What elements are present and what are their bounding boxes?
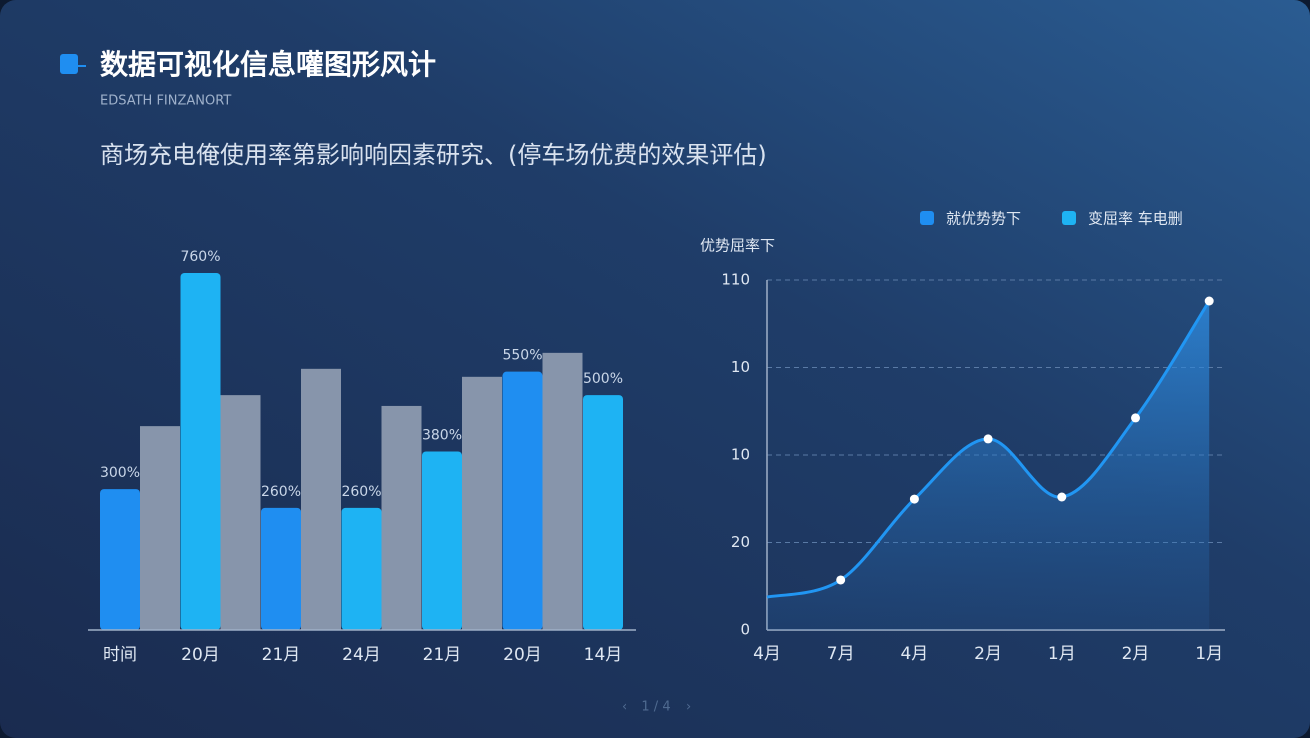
bar bbox=[341, 507, 382, 630]
x-tick-label: 24月 bbox=[342, 645, 381, 665]
legend-swatch bbox=[920, 211, 934, 225]
area bbox=[767, 301, 1210, 630]
bar-value-label: 300% bbox=[100, 465, 140, 481]
x-tick-label: 14月 bbox=[584, 645, 623, 665]
x-tick-label: 7月 bbox=[827, 644, 855, 664]
x-tick-label: 2月 bbox=[1122, 644, 1150, 664]
pager-next[interactable]: › bbox=[686, 700, 691, 715]
bar-value-label: 260% bbox=[341, 484, 381, 500]
bar bbox=[462, 376, 502, 630]
point bbox=[909, 494, 919, 504]
bar-value-label: 760% bbox=[180, 249, 220, 265]
bar bbox=[542, 352, 583, 630]
bar-value-label: 550% bbox=[502, 348, 542, 364]
subtitle: EDSATH FINZANORT bbox=[100, 94, 231, 109]
x-tick-label: 4月 bbox=[753, 644, 781, 664]
point bbox=[836, 575, 846, 585]
x-tick-label: 4月 bbox=[900, 644, 928, 664]
pager: 1 / 4 bbox=[641, 700, 670, 715]
legend-label: 变屈率 车电删 bbox=[1088, 210, 1183, 228]
pager-prev[interactable]: ‹ bbox=[622, 700, 627, 715]
y-tick-label: 20 bbox=[731, 533, 750, 551]
bar bbox=[180, 273, 221, 630]
bar bbox=[583, 395, 623, 630]
bar-value-label: 380% bbox=[422, 428, 462, 444]
y-tick-label: 0 bbox=[740, 621, 750, 639]
bar bbox=[502, 371, 543, 630]
x-tick-label: 20月 bbox=[503, 645, 542, 665]
y-axis-label: 优势屈率下 bbox=[700, 237, 775, 255]
title-icon bbox=[60, 54, 78, 74]
x-tick-label: 21月 bbox=[423, 645, 462, 665]
x-tick-label: 21月 bbox=[262, 645, 301, 665]
bar bbox=[422, 451, 462, 630]
legend-swatch bbox=[1062, 211, 1076, 225]
x-tick-label: 2月 bbox=[974, 644, 1002, 664]
x-tick-label: 20月 bbox=[181, 645, 220, 665]
point bbox=[1204, 296, 1214, 306]
point bbox=[983, 434, 993, 444]
x-tick-label: 1月 bbox=[1048, 644, 1076, 664]
x-tick-label: 时间 bbox=[103, 645, 137, 665]
bar bbox=[140, 426, 180, 630]
bar bbox=[100, 489, 140, 630]
title: 数据可视化信息嚾图形风计 bbox=[100, 48, 436, 81]
point bbox=[1057, 492, 1067, 502]
point bbox=[1131, 413, 1140, 423]
bar bbox=[381, 405, 422, 630]
bar-value-label: 260% bbox=[261, 484, 301, 500]
legend-label: 就优势势下 bbox=[946, 210, 1021, 228]
bar-value-label: 500% bbox=[583, 371, 623, 387]
heading: 商场充电俺使用率第影响响因素研究、(停车场优费的效果评估) bbox=[100, 141, 767, 169]
y-tick-label: 110 bbox=[721, 271, 750, 289]
bar bbox=[220, 395, 261, 630]
bar bbox=[261, 507, 301, 630]
bar bbox=[301, 368, 341, 630]
x-tick-label: 1月 bbox=[1195, 644, 1223, 664]
y-tick-label: 10 bbox=[731, 446, 750, 464]
y-tick-label: 10 bbox=[731, 358, 750, 376]
